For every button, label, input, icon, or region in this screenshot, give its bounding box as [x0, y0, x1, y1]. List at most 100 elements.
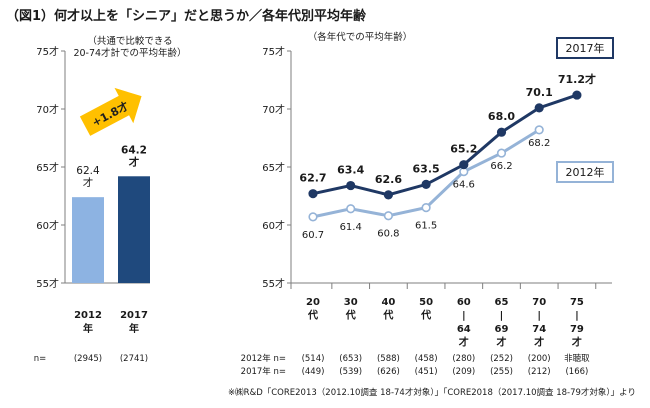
data-point: [459, 160, 469, 170]
legend-2012: 2012年: [556, 161, 614, 183]
legend-2017: 2017年: [556, 37, 614, 59]
increase-arrow: +1.8才: [79, 87, 142, 136]
y-tick-label: 65才: [36, 161, 59, 174]
bar-data-label: 才: [129, 155, 140, 168]
n-label: 2017年 n=: [241, 366, 286, 377]
legend-box: [556, 37, 614, 59]
x-category-label: 才: [534, 336, 544, 349]
data-label: 68.0: [488, 110, 515, 123]
y-tick-label: 60才: [36, 219, 59, 232]
x-category-label: 代: [345, 309, 356, 322]
x-category-label: 50: [419, 297, 433, 308]
chart-title: （図1）何才以上を「シニア」だと思うか／各年代別平均年齢: [6, 9, 367, 24]
arrow-shape: [79, 87, 142, 136]
bar: [118, 176, 150, 283]
source-footnote: ※㈱R&D「CORE2013（2012.10調査 18-74才対象）」「CORE…: [228, 388, 636, 398]
x-category-label: 代: [382, 309, 393, 322]
n-value: 非聴取: [564, 353, 590, 364]
n-value: (255): [490, 367, 513, 377]
n-value: (514): [302, 354, 325, 364]
x-category-label: 64: [457, 324, 471, 335]
x-category-label: |: [537, 311, 541, 322]
y-tick-label: 75才: [36, 45, 59, 58]
x-category-label: 20: [306, 297, 320, 308]
y-tick-label: 70才: [36, 103, 59, 116]
line-note: （各年代での平均年齢）: [308, 31, 413, 43]
n-value: (209): [452, 367, 475, 377]
bar-data-label: 64.2: [121, 144, 147, 156]
x-category-label: |: [575, 311, 579, 322]
data-point: [308, 212, 318, 222]
data-point: [383, 211, 394, 221]
x-category-label: 才: [572, 336, 582, 349]
legend-label: 2017年: [566, 41, 605, 55]
data-label: 66.2: [490, 161, 512, 172]
n-value: (2741): [120, 354, 148, 364]
data-point: [534, 125, 544, 135]
x-category-label: |: [500, 311, 504, 322]
y-tick-label: 65才: [262, 161, 285, 174]
n-value: (588): [377, 354, 400, 364]
data-point: [383, 190, 394, 200]
x-category-label: 30: [344, 297, 358, 308]
y-tick-label: 75才: [262, 45, 285, 58]
bar: [72, 197, 104, 283]
data-point: [534, 103, 544, 113]
bar-data-label: 62.4: [76, 165, 100, 177]
legend-label: 2012年: [566, 165, 605, 179]
y-tick-label: 60才: [262, 219, 285, 232]
x-category-label: 2012: [74, 310, 102, 321]
n-label: 2012年 n=: [241, 353, 286, 364]
data-label: 64.6: [453, 180, 475, 191]
x-category-label: 代: [420, 309, 431, 322]
x-category-label: 代: [307, 309, 318, 322]
x-category-label: 2017: [120, 310, 148, 321]
x-category-label: 才: [497, 336, 507, 349]
n-label: n=: [34, 354, 47, 364]
legend-box: [556, 161, 614, 183]
data-label: 65.2: [450, 143, 477, 156]
n-value: (166): [565, 367, 588, 377]
x-category-label: 69: [495, 324, 509, 335]
data-point: [496, 148, 507, 158]
n-value: (280): [452, 354, 475, 364]
x-category-label: 年: [83, 322, 93, 335]
data-point: [496, 127, 507, 137]
n-value: (451): [415, 367, 438, 377]
bar-note-line: 20-74才計での平均年齢）: [73, 47, 186, 59]
data-label: 62.7: [299, 172, 326, 185]
x-category-label: 75: [570, 297, 584, 308]
x-category-label: 79: [570, 324, 584, 335]
n-value: (200): [528, 354, 551, 364]
data-label: 60.7: [302, 230, 324, 241]
y-tick-label: 70才: [262, 103, 285, 116]
x-category-label: 才: [459, 336, 469, 349]
y-tick-label: 55才: [36, 277, 59, 290]
n-value: (626): [377, 367, 400, 377]
n-value: (653): [339, 354, 362, 364]
n-value: (458): [415, 354, 438, 364]
data-point: [421, 203, 431, 213]
n-value: (252): [490, 354, 513, 364]
data-point: [572, 90, 582, 100]
bar-data-label: 才: [83, 176, 94, 189]
data-label: 68.2: [528, 138, 550, 149]
data-label: 63.5: [413, 162, 440, 175]
data-label: 61.4: [340, 222, 362, 233]
data-label: 60.8: [377, 229, 399, 240]
n-value: (2945): [74, 354, 102, 364]
x-category-label: 40: [381, 297, 395, 308]
n-value: (539): [339, 367, 362, 377]
data-point: [346, 180, 356, 191]
x-category-label: 60: [457, 297, 471, 308]
series-line: [312, 93, 578, 197]
data-label: 70.1: [526, 86, 553, 99]
data-label: 63.4: [337, 164, 364, 177]
n-value: (212): [528, 367, 551, 377]
data-point: [346, 204, 356, 214]
data-point: [308, 189, 318, 199]
y-tick-label: 55才: [262, 277, 285, 290]
x-category-label: 65: [495, 297, 509, 308]
n-value: (449): [302, 367, 325, 377]
